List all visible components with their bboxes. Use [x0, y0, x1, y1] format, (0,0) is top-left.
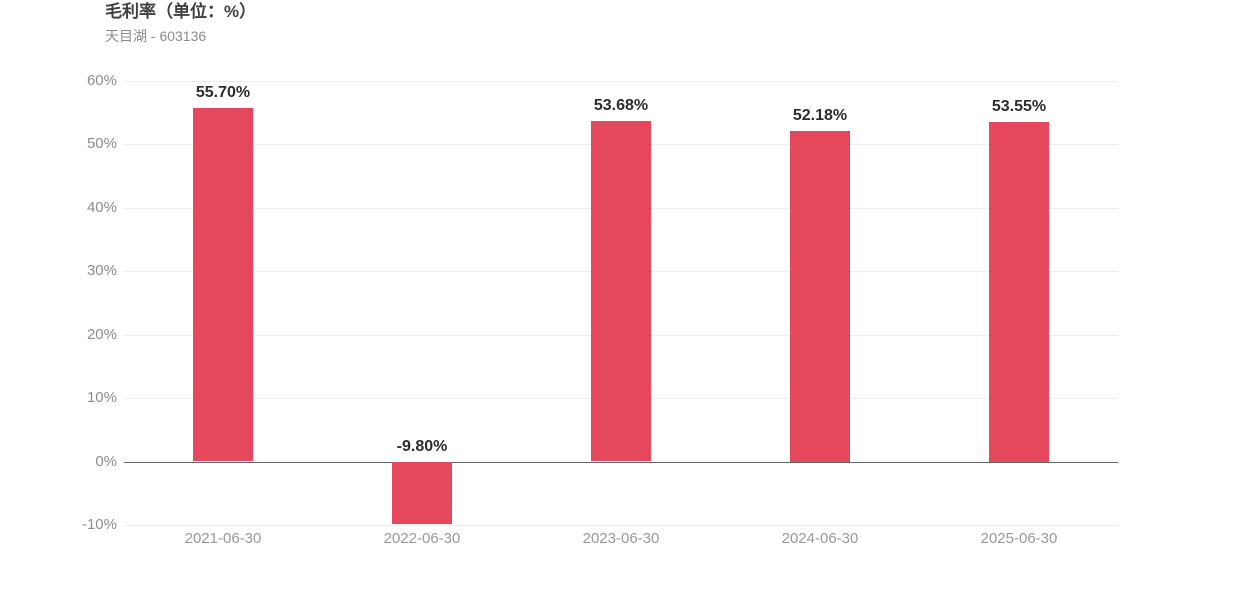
bar-2024-06-30[interactable]	[790, 131, 850, 462]
y-axis-tick-label: -10%	[81, 516, 117, 533]
x-axis-tick-label: 2024-06-30	[781, 530, 859, 547]
x-axis-tick-label: 2021-06-30	[184, 530, 262, 547]
y-axis-tick-label: 20%	[86, 326, 117, 343]
x-axis-tick-label: 2023-06-30	[582, 530, 660, 547]
bar-2022-06-30[interactable]	[392, 462, 452, 524]
bar-value-label: -9.80%	[396, 438, 448, 455]
gridline	[124, 81, 1118, 82]
bar-value-label: 55.70%	[195, 84, 251, 101]
bar-value-label: 52.18%	[792, 107, 848, 124]
bar-2021-06-30[interactable]	[193, 108, 253, 461]
chart-title: 毛利率（单位：%）	[105, 2, 257, 21]
y-axis-tick-label: 0%	[95, 453, 117, 470]
bar-value-label: 53.68%	[593, 97, 649, 114]
y-axis-tick-label: 40%	[86, 199, 117, 216]
y-axis-tick-label: 50%	[86, 135, 117, 152]
bar-2025-06-30[interactable]	[989, 122, 1049, 462]
chart-subtitle: 天目湖 - 603136	[105, 28, 207, 44]
gridline	[124, 525, 1118, 526]
y-axis-tick-label: 10%	[86, 389, 117, 406]
y-axis-tick-label: 30%	[86, 262, 117, 279]
bar-value-label: 53.55%	[991, 98, 1047, 115]
x-axis-tick-label: 2022-06-30	[383, 530, 461, 547]
x-axis-tick-label: 2025-06-30	[980, 530, 1058, 547]
x-axis-zero-line	[124, 462, 1118, 463]
y-axis-tick-label: 60%	[86, 72, 117, 89]
bar-2023-06-30[interactable]	[591, 121, 651, 461]
